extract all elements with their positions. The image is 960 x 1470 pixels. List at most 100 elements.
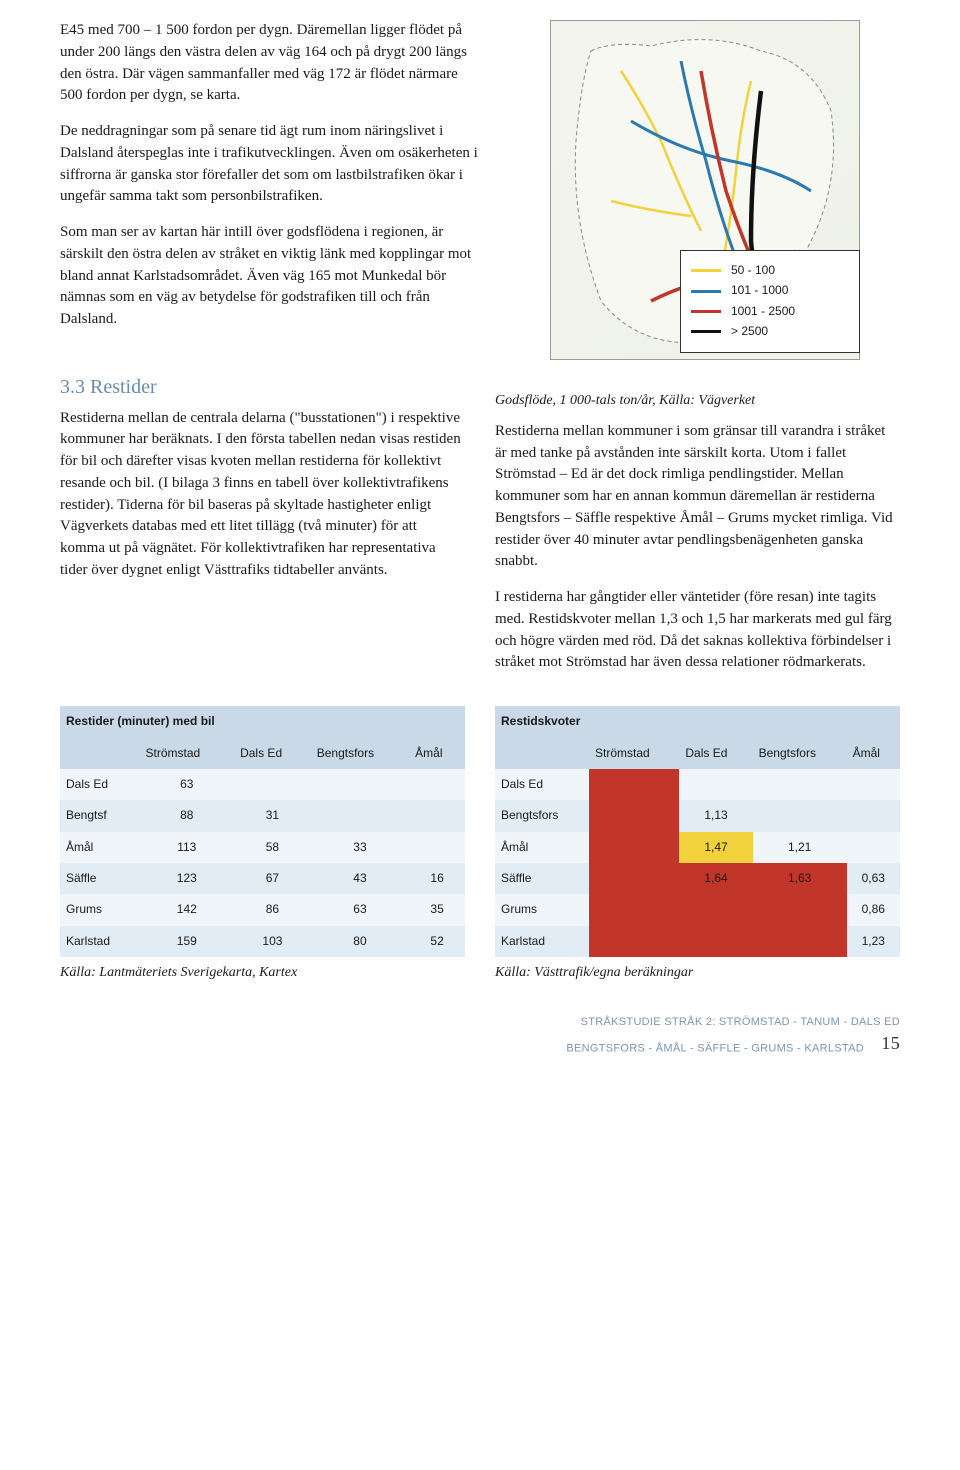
- table-cell: 86: [234, 894, 311, 925]
- legend-label: 101 - 1000: [731, 282, 788, 299]
- table1-source: Källa: Lantmäteriets Sverigekarta, Karte…: [60, 963, 465, 983]
- table-cell: 63: [311, 894, 409, 925]
- table-cell: 1,23: [847, 926, 900, 957]
- legend-color-swatch: [691, 310, 721, 313]
- table-cell: 0,63: [847, 863, 900, 894]
- table-cell: [589, 894, 679, 925]
- table-header: [60, 738, 139, 769]
- table-cell: [753, 800, 847, 831]
- table-cell: [847, 769, 900, 800]
- table-row: Grums142866335: [60, 894, 465, 925]
- table-row: Åmål1135833: [60, 832, 465, 863]
- table-cell: [409, 800, 465, 831]
- table-cell: 67: [234, 863, 311, 894]
- footer-line-2: BENGTSFORS - ÅMÅL - SÄFFLE - GRUMS - KAR…: [566, 1043, 864, 1055]
- section-heading-restider: 3.3 Restider: [60, 373, 465, 402]
- paragraph-restider-left: Restiderna mellan de centrala delarna ("…: [60, 408, 465, 582]
- page-number: 15: [881, 1030, 900, 1057]
- table-row: Grums 0,86: [495, 894, 900, 925]
- table-cell: [753, 926, 847, 957]
- table-cell: 58: [234, 832, 311, 863]
- table-cell: 52: [409, 926, 465, 957]
- table-restider-bil: Restider (minuter) med bil StrömstadDals…: [60, 706, 465, 983]
- row-label: Karlstad: [60, 926, 139, 957]
- table-cell: 103: [234, 926, 311, 957]
- table2-title: Restidskvoter: [495, 706, 900, 737]
- table-header: Bengtsfors: [311, 738, 409, 769]
- table-cell: 123: [139, 863, 234, 894]
- paragraph-3: Som man ser av kartan här intill över go…: [60, 222, 480, 331]
- table-cell: [589, 926, 679, 957]
- table-row: Dals Ed63: [60, 769, 465, 800]
- table-cell: [589, 800, 679, 831]
- table-cell: 33: [311, 832, 409, 863]
- paragraph-2: De neddragningar som på senare tid ägt r…: [60, 121, 480, 208]
- page-footer: STRÅKSTUDIE STRÅK 2: STRÖMSTAD - TANUM -…: [60, 1014, 900, 1058]
- table-row: Dals Ed: [495, 769, 900, 800]
- legend-color-swatch: [691, 330, 721, 333]
- table-header: Dals Ed: [234, 738, 311, 769]
- table-cell: 88: [139, 800, 234, 831]
- row-label: Grums: [60, 894, 139, 925]
- table-cell: [311, 800, 409, 831]
- table-header: Åmål: [847, 738, 900, 769]
- table-row: Karlstad 1,23: [495, 926, 900, 957]
- table-cell: [311, 769, 409, 800]
- legend-item: 50 - 100: [691, 262, 849, 279]
- table-header: Dals Ed: [679, 738, 752, 769]
- table-cell: 1,21: [753, 832, 847, 863]
- table-cell: 63: [139, 769, 234, 800]
- legend-color-swatch: [691, 290, 721, 293]
- table-cell: [847, 832, 900, 863]
- table-row: Säffle 1,641,630,63: [495, 863, 900, 894]
- table-row: Säffle123674316: [60, 863, 465, 894]
- paragraph-restider-right-2: I restiderna har gångtider eller vänteti…: [495, 587, 900, 674]
- legend-label: 50 - 100: [731, 262, 775, 279]
- row-label: Dals Ed: [495, 769, 589, 800]
- table1-title: Restider (minuter) med bil: [60, 706, 465, 737]
- row-label: Karlstad: [495, 926, 589, 957]
- table-cell: [589, 832, 679, 863]
- table-cell: [753, 894, 847, 925]
- table2-source: Källa: Västtrafik/egna beräkningar: [495, 963, 900, 983]
- table-cell: 0,86: [847, 894, 900, 925]
- table-cell: 159: [139, 926, 234, 957]
- row-label: Grums: [495, 894, 589, 925]
- legend-color-swatch: [691, 269, 721, 272]
- row-label: Bengtsfors: [495, 800, 589, 831]
- table-row: Karlstad1591038052: [60, 926, 465, 957]
- row-label: Dals Ed: [60, 769, 139, 800]
- table-cell: [409, 832, 465, 863]
- paragraph-1: E45 med 700 – 1 500 fordon per dygn. Där…: [60, 20, 480, 107]
- table-row: Åmål 1,471,21: [495, 832, 900, 863]
- table-cell: [589, 863, 679, 894]
- table-cell: [234, 769, 311, 800]
- map-legend: 50 - 100101 - 10001001 - 2500> 2500: [680, 250, 860, 353]
- table-cell: 35: [409, 894, 465, 925]
- footer-line-1: STRÅKSTUDIE STRÅK 2: STRÖMSTAD - TANUM -…: [581, 1016, 900, 1028]
- table-cell: [679, 769, 752, 800]
- table-cell: 16: [409, 863, 465, 894]
- row-label: Åmål: [495, 832, 589, 863]
- table-cell: [679, 926, 752, 957]
- map-caption: Godsflöde, 1 000-tals ton/år, Källa: Väg…: [495, 391, 900, 411]
- table-header: Åmål: [409, 738, 465, 769]
- table-cell: 1,63: [753, 863, 847, 894]
- table-header: Strömstad: [589, 738, 679, 769]
- table-cell: 1,64: [679, 863, 752, 894]
- table-row: Bengtsf8831: [60, 800, 465, 831]
- table-cell: [679, 894, 752, 925]
- row-label: Åmål: [60, 832, 139, 863]
- table-cell: 142: [139, 894, 234, 925]
- table-restidskvoter: Restidskvoter StrömstadDals EdBengtsfors…: [495, 706, 900, 983]
- legend-label: 1001 - 2500: [731, 303, 795, 320]
- paragraph-restider-right-1: Restiderna mellan kommuner i som gränsar…: [495, 421, 900, 573]
- legend-item: 1001 - 2500: [691, 303, 849, 320]
- legend-item: 101 - 1000: [691, 282, 849, 299]
- table-header: Strömstad: [139, 738, 234, 769]
- table-cell: 43: [311, 863, 409, 894]
- table-cell: [589, 769, 679, 800]
- table-cell: 1,47: [679, 832, 752, 863]
- row-label: Säffle: [495, 863, 589, 894]
- table-cell: 113: [139, 832, 234, 863]
